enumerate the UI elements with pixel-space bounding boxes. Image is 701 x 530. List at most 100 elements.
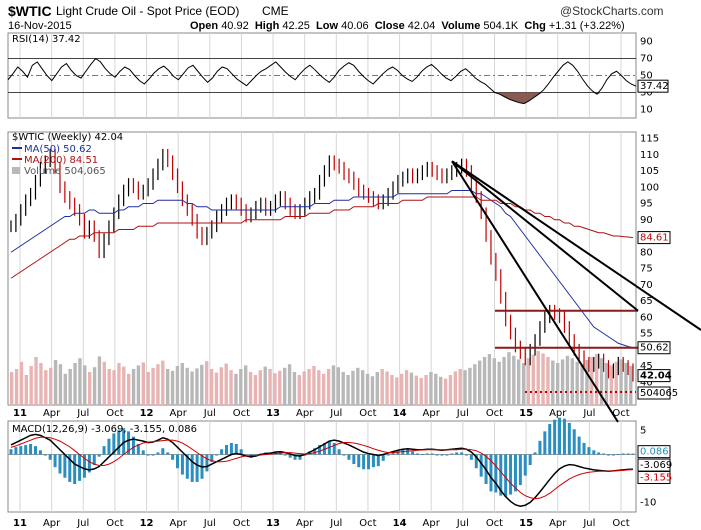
volume-bar bbox=[239, 369, 243, 405]
macd-histogram-bar bbox=[607, 454, 611, 456]
volume-bar bbox=[570, 358, 574, 405]
chart-exchange: CME bbox=[262, 4, 289, 18]
macd-histogram-bar bbox=[371, 454, 375, 468]
price-x-tick-label: Jul bbox=[456, 408, 469, 419]
macd-histogram-bar bbox=[543, 431, 547, 455]
macd-histogram-bar bbox=[494, 454, 498, 493]
macd-histogram-bar bbox=[528, 454, 532, 466]
price-y-tick-label: 100 bbox=[640, 182, 659, 193]
volume-bar bbox=[629, 366, 633, 405]
volume-bar bbox=[595, 354, 599, 405]
macd-histogram-bar bbox=[136, 443, 140, 455]
volume-bar bbox=[248, 372, 253, 405]
macd-histogram-bar bbox=[440, 454, 444, 456]
volume-bar bbox=[10, 372, 14, 405]
macd-histogram-bar bbox=[504, 454, 508, 497]
macd-histogram-bar bbox=[513, 454, 517, 492]
volume-bar bbox=[604, 363, 609, 405]
volume-bar bbox=[287, 364, 292, 405]
macd-histogram-bar bbox=[190, 454, 194, 482]
volume-bar bbox=[175, 366, 180, 405]
volume-bar bbox=[497, 361, 501, 405]
volume-bar bbox=[419, 378, 423, 405]
volume-bar bbox=[234, 373, 238, 405]
macd-histogram-bar bbox=[33, 446, 37, 455]
macd-histogram-bar bbox=[78, 454, 82, 481]
macd-histogram-bar bbox=[43, 454, 47, 456]
volume-bar bbox=[448, 375, 453, 405]
macd-histogram-bar bbox=[234, 443, 238, 455]
rsi-series-line bbox=[7, 57, 637, 105]
macd-histogram-bar bbox=[141, 450, 145, 455]
macd-histogram-bar bbox=[180, 454, 184, 475]
macd-x-tick-label: 15 bbox=[519, 518, 533, 529]
macd-histogram-bar bbox=[313, 448, 317, 455]
macd-x-tick-label: 12 bbox=[140, 518, 154, 529]
volume-bar bbox=[351, 370, 355, 405]
price-y-tick-label: 75 bbox=[640, 264, 653, 275]
price-x-tick-label: Apr bbox=[549, 408, 567, 419]
price-x-tick-label: Oct bbox=[612, 408, 629, 419]
macd-histogram-bar bbox=[435, 454, 439, 456]
macd-histogram-bar bbox=[572, 429, 576, 455]
macd-histogram-bar bbox=[352, 454, 356, 465]
macd-histogram-bar bbox=[469, 454, 473, 460]
price-value-label: 504065 bbox=[640, 388, 678, 399]
volume-bar bbox=[190, 371, 194, 405]
volume-bar bbox=[478, 360, 482, 405]
volume-bar bbox=[458, 369, 462, 405]
macd-histogram-bar bbox=[318, 445, 322, 455]
volume-bar bbox=[541, 353, 545, 405]
macd-histogram-bar bbox=[176, 454, 180, 469]
macd-histogram-bar bbox=[391, 452, 395, 455]
macd-histogram-bar bbox=[63, 454, 67, 478]
price-y-tick-label: 40 bbox=[640, 377, 653, 388]
price-x-tick-label: Apr bbox=[170, 408, 188, 419]
close-label: Close bbox=[374, 20, 405, 32]
macd-histogram-bar bbox=[82, 454, 86, 478]
macd-histogram-bar bbox=[102, 446, 106, 455]
macd-histogram-bar bbox=[293, 454, 297, 460]
volume-bar bbox=[49, 367, 53, 405]
volume-bar bbox=[507, 352, 511, 405]
macd-histogram-bar bbox=[582, 442, 586, 455]
ma50-line bbox=[10, 190, 634, 349]
price-x-tick-label: 13 bbox=[266, 408, 280, 419]
macd-histogram-bar bbox=[587, 447, 591, 455]
macd-histogram-bar bbox=[479, 454, 483, 477]
volume-bar bbox=[53, 360, 58, 405]
volume-bar bbox=[117, 363, 121, 405]
volume-bar bbox=[278, 370, 282, 405]
volume-bar bbox=[517, 359, 521, 405]
volume-bar bbox=[161, 360, 165, 405]
price-x-tick-label: Jul bbox=[76, 408, 89, 419]
macd-histogram-bar bbox=[450, 453, 454, 455]
volume-bar bbox=[136, 365, 141, 405]
volume-bar bbox=[131, 369, 136, 405]
macd-value-label: -3.155 bbox=[640, 473, 672, 484]
macd-histogram-bar bbox=[489, 454, 493, 492]
macd-histogram-bar bbox=[367, 454, 371, 470]
price-x-tick-label: Apr bbox=[423, 408, 441, 419]
volume-bar bbox=[19, 361, 24, 405]
macd-histogram-bar bbox=[562, 418, 566, 455]
volume-bar bbox=[409, 372, 414, 405]
macd-x-tick-label: 14 bbox=[393, 518, 407, 529]
price-x-tick-label: Oct bbox=[359, 408, 376, 419]
macd-histogram-bar bbox=[464, 454, 468, 456]
macd-x-tick-label: 11 bbox=[13, 518, 27, 529]
macd-histogram-bar bbox=[107, 438, 111, 455]
macd-histogram-bar bbox=[430, 453, 434, 455]
volume-bar bbox=[166, 369, 170, 405]
price-x-tick-label: Apr bbox=[296, 408, 314, 419]
volume-bar bbox=[297, 375, 301, 405]
macd-histogram-bar bbox=[87, 454, 91, 473]
volume-bar bbox=[439, 376, 443, 405]
price-panel-frame bbox=[7, 131, 637, 406]
price-y-tick-label: 115 bbox=[640, 134, 659, 145]
volume-bar bbox=[146, 372, 150, 405]
macd-histogram-bar bbox=[205, 454, 209, 472]
volume-bar bbox=[214, 372, 219, 405]
macd-histogram-bar bbox=[122, 428, 126, 455]
macd-histogram-bar bbox=[342, 454, 346, 456]
